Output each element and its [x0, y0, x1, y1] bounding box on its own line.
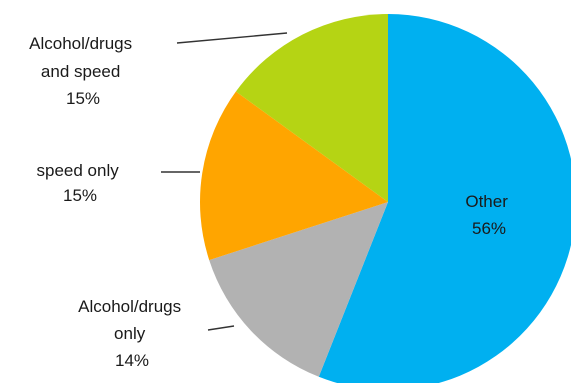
- pie-slice-alcohol-drugs-only: [209, 202, 388, 377]
- leader-line-alcohol-drugs-and-speed: [176, 32, 288, 44]
- leader-line-alcohol-drugs-only: [207, 325, 235, 331]
- slice-label-alcohol-drugs-and-speed: Alcohol/drugs and speed 15%: [29, 34, 137, 108]
- pie-slice-other: [318, 14, 571, 383]
- slice-label-other: Other 56%: [465, 192, 512, 238]
- pie-slice-speed-only: [199, 91, 388, 261]
- pie-slices: [199, 14, 571, 383]
- slice-label-alcohol-drugs-only: Alcohol/drugs only 14%: [78, 297, 186, 370]
- pie-slice-alcohol-drugs-and-speed: [235, 14, 388, 202]
- slice-label-speed-only: speed only 15%: [37, 161, 124, 205]
